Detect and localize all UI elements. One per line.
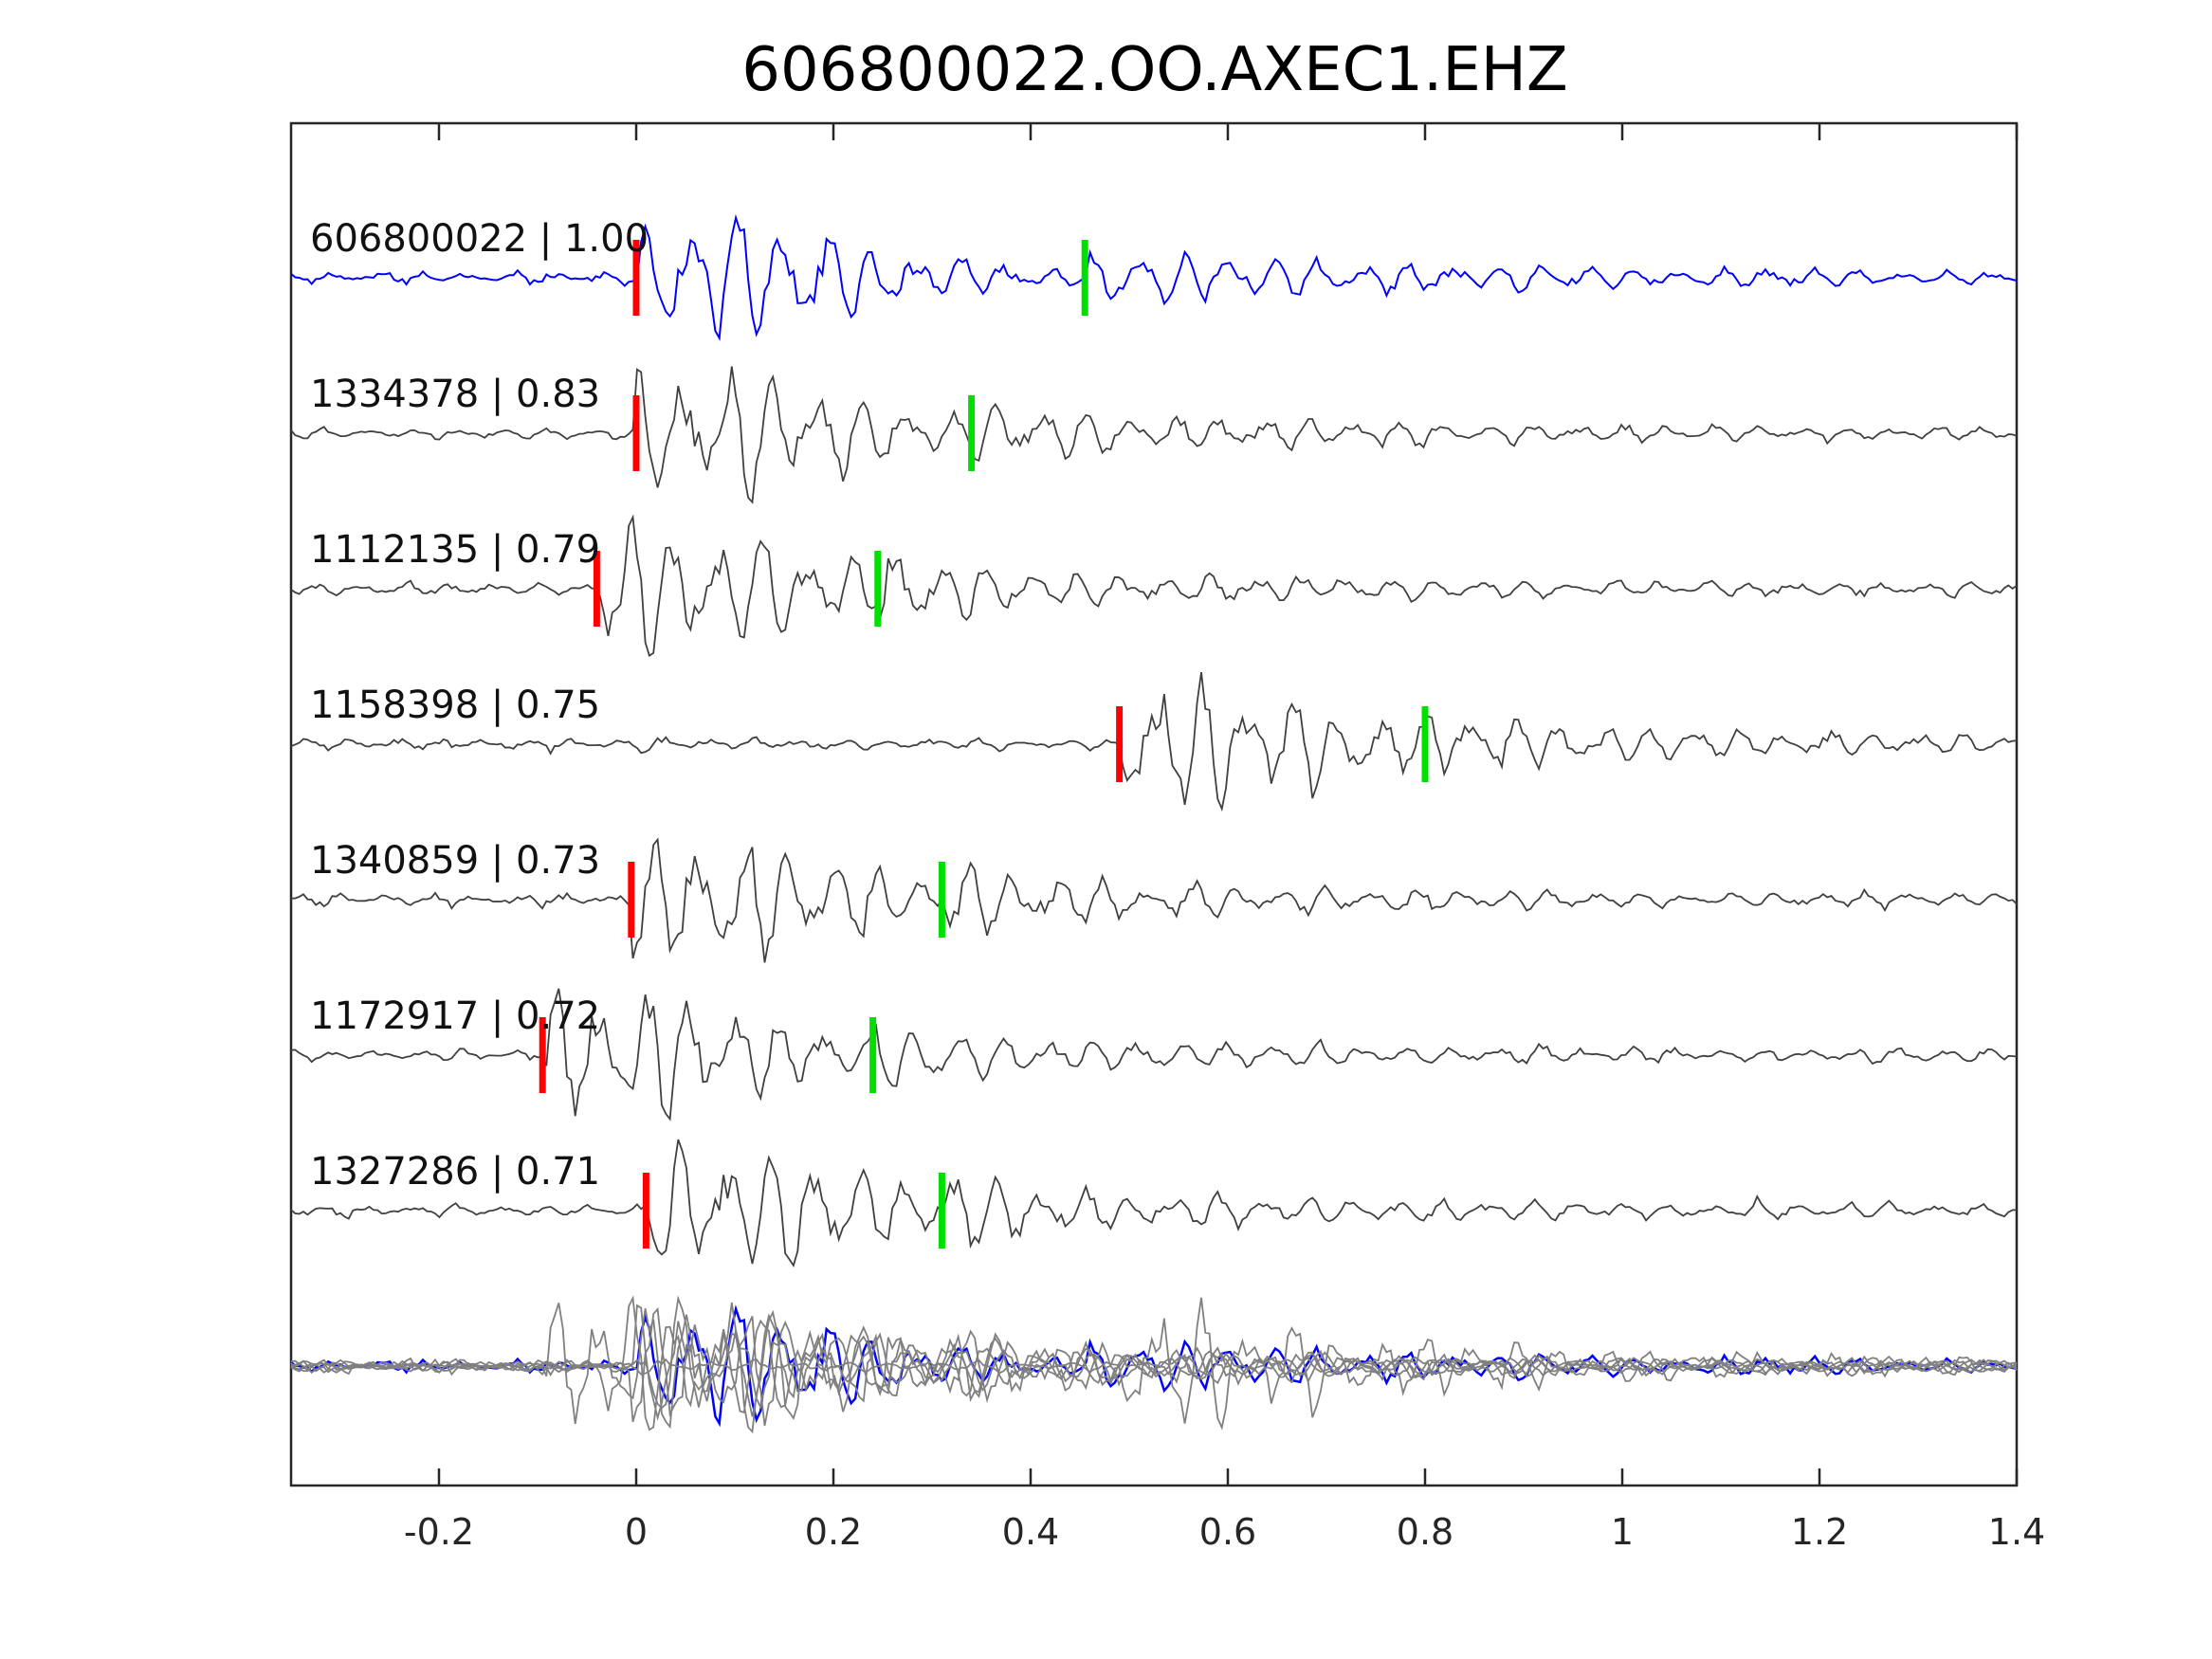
- x-tick-label: 1.4: [1988, 1511, 2045, 1553]
- traces-layer: [290, 213, 2018, 1434]
- chart-title: 606800022.OO.AXEC1.EHZ: [741, 35, 1568, 105]
- overlay-trace-1327286: [290, 1295, 2018, 1421]
- x-tick-label: 0: [625, 1511, 648, 1553]
- trace-label-1172917: 1172917 | 0.72: [310, 994, 600, 1038]
- trace-1334378: [290, 366, 2018, 504]
- axes-frame: [289, 121, 2019, 1487]
- trace-1340859: [290, 837, 2018, 963]
- trace-1112135: [290, 514, 2018, 657]
- x-tick-label: 1: [1611, 1511, 1634, 1553]
- trace-1327286: [290, 1139, 2018, 1268]
- x-tick-label: 1.2: [1791, 1511, 1848, 1553]
- x-tick-label: 0.8: [1397, 1511, 1453, 1553]
- picks-layer: [539, 240, 1429, 1249]
- trace-label-1334378: 1334378 | 0.83: [310, 373, 600, 416]
- trace-label-1158398: 1158398 | 0.75: [310, 684, 600, 727]
- trace-label-606800022: 606800022 | 1.00: [310, 217, 649, 261]
- overlay-trace-1340859: [291, 1306, 2018, 1427]
- trace-label-1112135: 1112135 | 0.79: [310, 528, 600, 572]
- trace-1172917: [290, 988, 2018, 1121]
- trace-label-1340859: 1340859 | 0.73: [310, 839, 600, 883]
- x-tick-label: 0.4: [1002, 1511, 1059, 1553]
- x-tick-label: -0.2: [404, 1511, 474, 1553]
- plot-area: 606800022 | 1.00 1334378 | 0.83 1112135 | …: [289, 121, 2045, 1553]
- x-tick-label: 0.2: [805, 1511, 862, 1553]
- trace-labels: 606800022 | 1.00 1334378 | 0.83 1112135 | …: [310, 217, 649, 1194]
- trace-606800022: [290, 213, 2018, 341]
- x-tick-label: 0.6: [1199, 1511, 1256, 1553]
- trace-label-1327286: 1327286 | 0.71: [310, 1150, 600, 1194]
- x-axis-ticks: -0.2 0 0.2 0.4 0.6 0.8 1 1.2 1.4: [404, 123, 2045, 1553]
- trace-1158398: [290, 671, 2018, 812]
